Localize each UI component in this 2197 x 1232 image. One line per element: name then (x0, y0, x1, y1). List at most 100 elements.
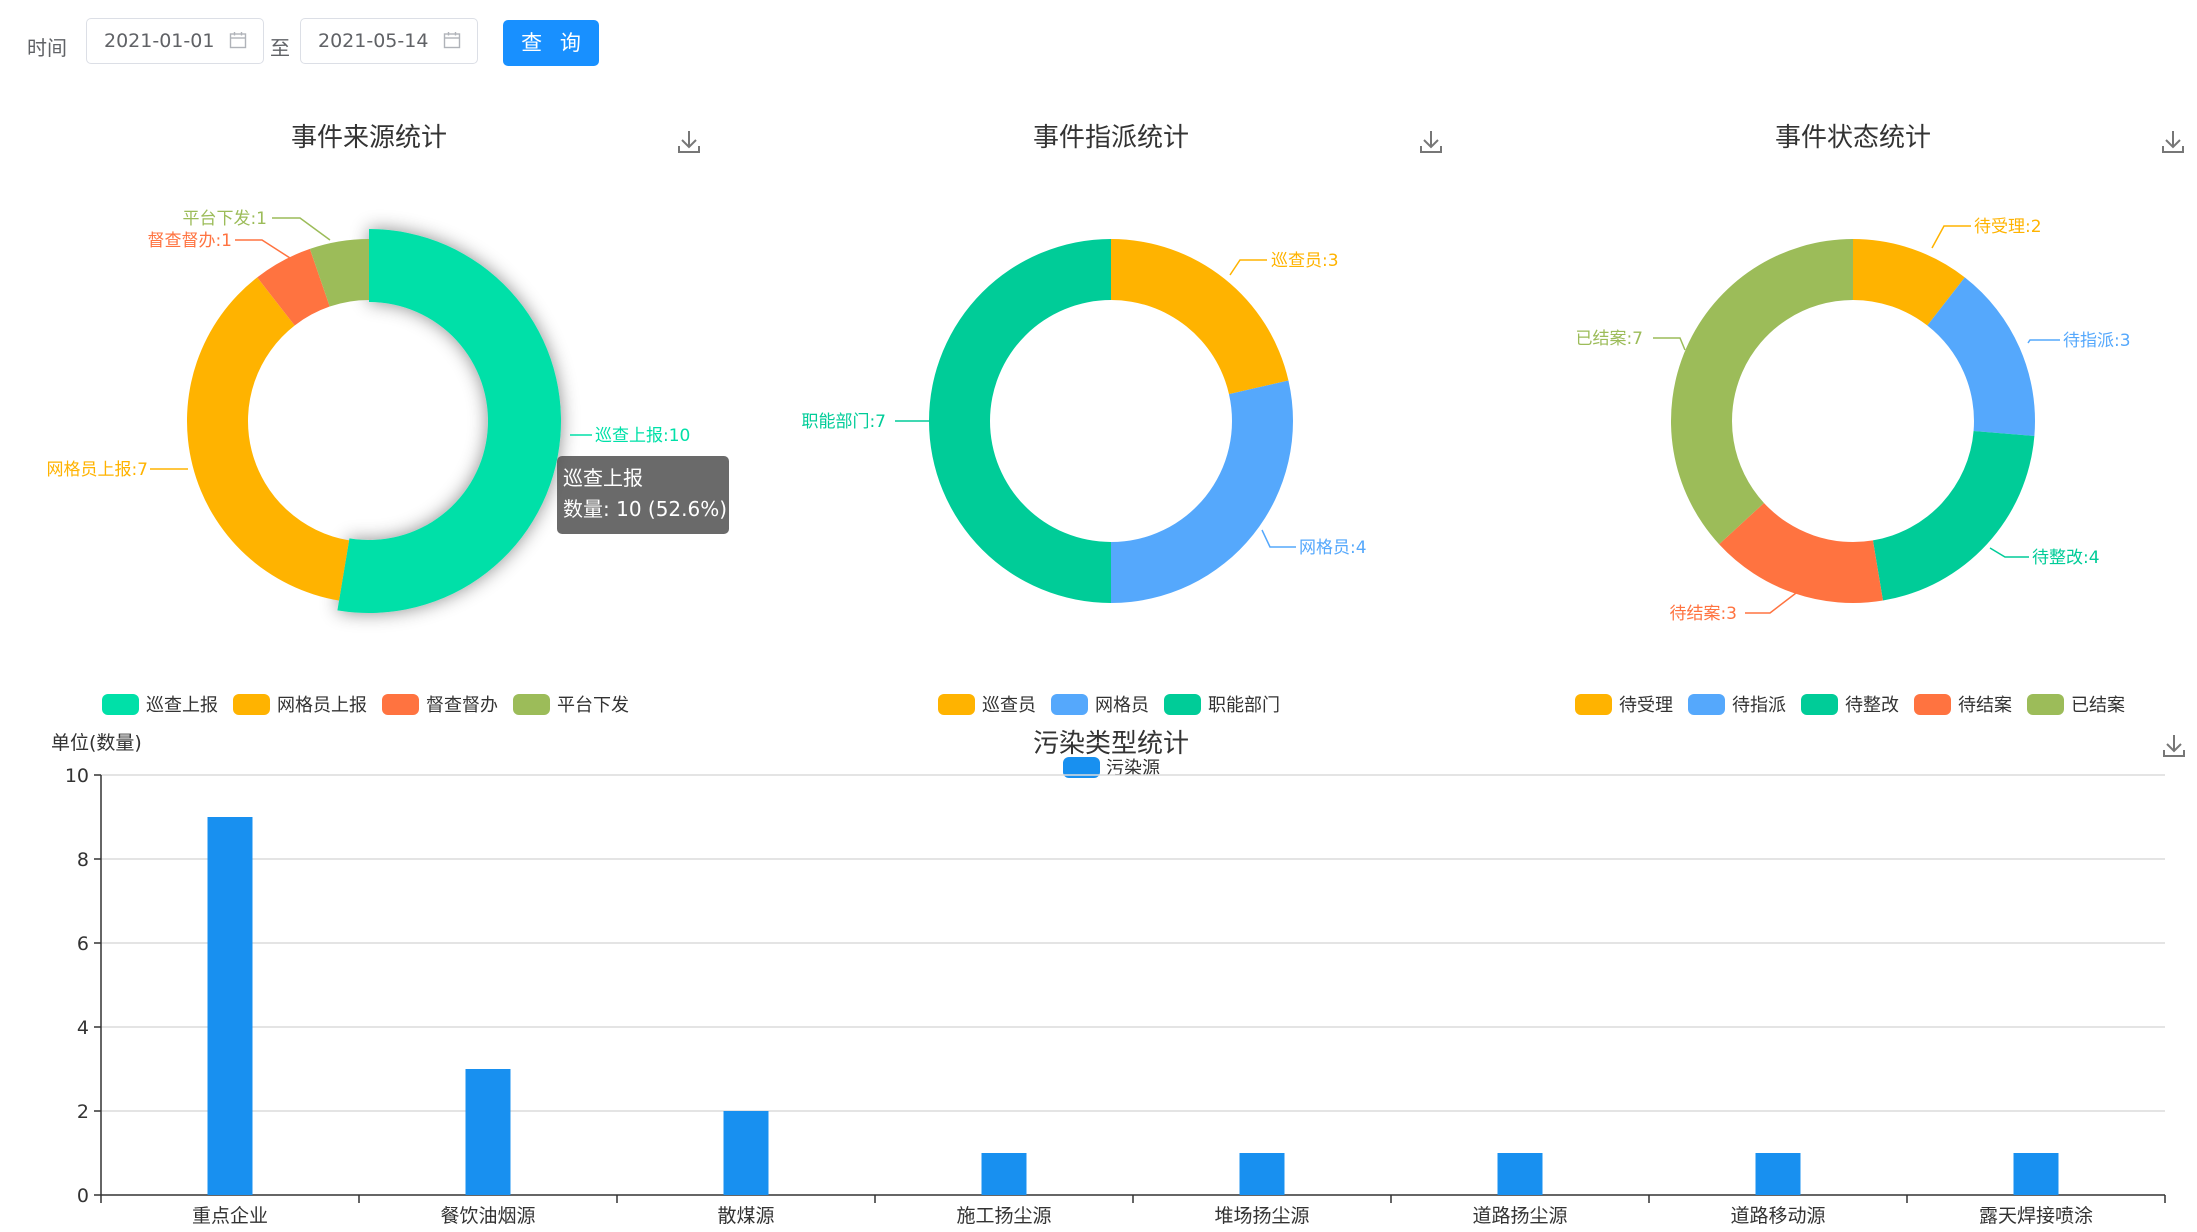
legend-item[interactable]: 督查督办 (382, 694, 498, 716)
pie-slice[interactable] (257, 248, 330, 326)
x-tick-label: 堆场扬尘源 (1214, 1205, 1309, 1227)
legend-item[interactable]: 网格员 (1051, 694, 1149, 716)
bar[interactable] (207, 817, 253, 1195)
legend-swatch (233, 694, 270, 715)
bar[interactable] (2013, 1153, 2059, 1195)
slice-label: 待受理:2 (1974, 217, 2042, 237)
legend-item[interactable]: 待结案 (1914, 694, 2012, 716)
pie-slice[interactable] (309, 239, 369, 307)
chart-title: 事件指派统计 (1033, 123, 1189, 153)
legend-label: 网格员 (1095, 695, 1149, 716)
legend-swatch (102, 694, 139, 715)
bar[interactable] (465, 1069, 511, 1195)
slice-label: 网格员上报:7 (46, 460, 148, 480)
legend-swatch (382, 694, 419, 715)
legend-item[interactable]: 待受理 (1575, 694, 1673, 716)
bar[interactable] (1239, 1153, 1285, 1195)
legend-label: 巡查员 (982, 695, 1036, 716)
x-tick-label: 道路扬尘源 (1472, 1205, 1567, 1227)
legend-swatch (1801, 694, 1838, 715)
slice-label: 待指派:3 (2063, 331, 2131, 351)
y-tick-label: 0 (77, 1185, 89, 1207)
legend-item[interactable]: 待整改 (1801, 694, 1899, 716)
y-tick-label: 4 (77, 1017, 89, 1039)
bar[interactable] (723, 1111, 769, 1195)
legend-swatch (1164, 694, 1201, 715)
legend-item[interactable]: 巡查员 (938, 694, 1036, 716)
pie-slice[interactable] (1671, 239, 1853, 545)
legend-label: 督查督办 (426, 695, 498, 716)
slice-label-line (1989, 547, 2029, 558)
slice-label: 职能部门:7 (801, 412, 886, 432)
download-icon[interactable] (678, 131, 700, 153)
x-tick-label: 道路移动源 (1730, 1205, 1825, 1227)
legend-label: 平台下发 (557, 695, 629, 716)
x-tick-label: 施工扬尘源 (956, 1205, 1051, 1227)
slice-label: 已结案:7 (1575, 329, 1643, 349)
legend-item[interactable]: 巡查上报 (102, 694, 218, 716)
bar[interactable] (981, 1153, 1027, 1195)
download-icon[interactable] (2162, 131, 2184, 153)
start-date-input[interactable]: 2021-01-01 (86, 18, 264, 64)
legend-item[interactable]: 网格员上报 (233, 694, 367, 716)
download-icon[interactable] (2163, 735, 2185, 757)
slice-label-line (2027, 339, 2060, 344)
start-date-value: 2021-01-01 (104, 30, 215, 52)
legend-item[interactable]: 污染源 (1063, 757, 1160, 779)
legend-label: 待指派 (1732, 695, 1786, 716)
pie-slice[interactable] (1719, 502, 1883, 603)
legend-swatch (1063, 757, 1100, 778)
filter-bar: 时间 2021-01-01 至 2021-05-14 查 询 (0, 18, 900, 66)
bar[interactable] (1497, 1153, 1543, 1195)
y-tick-label: 8 (77, 849, 89, 871)
pie-slice[interactable] (187, 277, 350, 601)
slice-label: 网格员:4 (1299, 538, 1367, 558)
chart-title: 污染类型统计 (1033, 729, 1189, 759)
tooltip-title: 巡查上报 (563, 466, 643, 490)
tooltip-value: 数量: 10 (52.6%) (563, 497, 728, 521)
legend-swatch (1914, 694, 1951, 715)
slice-label-line (1653, 337, 1686, 351)
pie-slice[interactable] (1111, 380, 1294, 603)
slice-label: 巡查上报:10 (595, 426, 690, 446)
slice-label: 待整改:4 (2032, 548, 2100, 568)
pie-slice[interactable] (1872, 430, 2035, 601)
bar[interactable] (1755, 1153, 1801, 1195)
pie-slice[interactable] (929, 239, 1111, 603)
legend-label: 待结案 (1958, 695, 2012, 716)
query-button[interactable]: 查 询 (503, 20, 599, 66)
chart-title: 事件来源统计 (291, 123, 447, 153)
pie-slice[interactable] (1853, 239, 1965, 326)
pie-slice[interactable] (1927, 277, 2035, 437)
slice-label-line (1745, 589, 1801, 614)
end-date-value: 2021-05-14 (318, 30, 429, 52)
legend-item[interactable]: 待指派 (1688, 694, 1786, 716)
slice-label-line (272, 217, 331, 241)
calendar-icon (443, 32, 461, 49)
chart-tooltip: 巡查上报 数量: 10 (52.6%) (557, 456, 729, 534)
pie-slice[interactable] (337, 228, 562, 613)
slice-label: 巡查员:3 (1271, 251, 1339, 271)
legend-swatch (938, 694, 975, 715)
slice-label-line (1261, 529, 1296, 548)
pie-slice[interactable] (1111, 239, 1289, 395)
legend-item[interactable]: 平台下发 (513, 694, 629, 716)
slice-label-line (235, 239, 291, 259)
legend-item[interactable]: 已结案 (2027, 694, 2125, 716)
end-date-input[interactable]: 2021-05-14 (300, 18, 478, 64)
legend-label: 网格员上报 (277, 695, 367, 716)
x-tick-label: 餐饮油烟源 (440, 1205, 535, 1227)
y-axis-label: 单位(数量) (51, 732, 142, 754)
legend-label: 污染源 (1106, 758, 1160, 779)
legend-label: 待整改 (1845, 695, 1899, 716)
legend-label: 巡查上报 (146, 695, 218, 716)
slice-label: 督查督办:1 (147, 231, 232, 251)
legend-swatch (1051, 694, 1088, 715)
download-icon[interactable] (1420, 131, 1442, 153)
legend-item[interactable]: 职能部门 (1164, 694, 1280, 716)
legend-swatch (1575, 694, 1612, 715)
legend-swatch (513, 694, 550, 715)
slice-label-line (1229, 259, 1267, 276)
calendar-icon (229, 32, 247, 49)
